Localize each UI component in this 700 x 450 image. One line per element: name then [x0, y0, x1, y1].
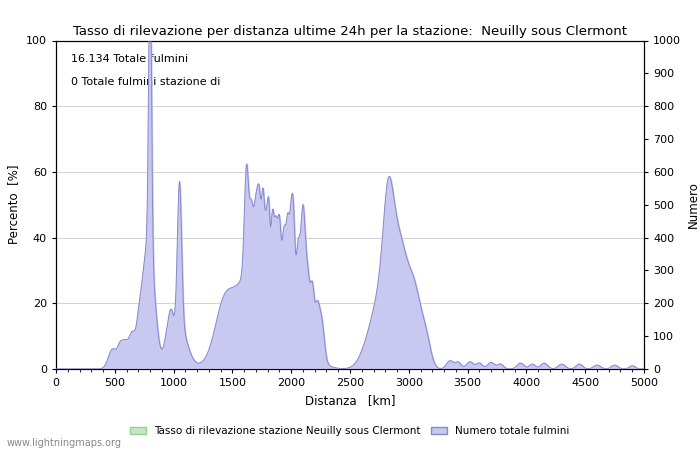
Text: 0 Totale fulmini stazione di: 0 Totale fulmini stazione di: [71, 76, 220, 87]
Text: www.lightningmaps.org: www.lightningmaps.org: [7, 438, 122, 448]
Y-axis label: Percento  [%]: Percento [%]: [8, 165, 20, 244]
Title: Tasso di rilevazione per distanza ultime 24h per la stazione:  Neuilly sous Cler: Tasso di rilevazione per distanza ultime…: [73, 25, 627, 38]
X-axis label: Distanza   [km]: Distanza [km]: [304, 394, 395, 407]
Y-axis label: Numero: Numero: [687, 181, 699, 228]
Legend: Tasso di rilevazione stazione Neuilly sous Clermont, Numero totale fulmini: Tasso di rilevazione stazione Neuilly so…: [126, 422, 574, 440]
Text: 16.134 Totale fulmini: 16.134 Totale fulmini: [71, 54, 188, 63]
